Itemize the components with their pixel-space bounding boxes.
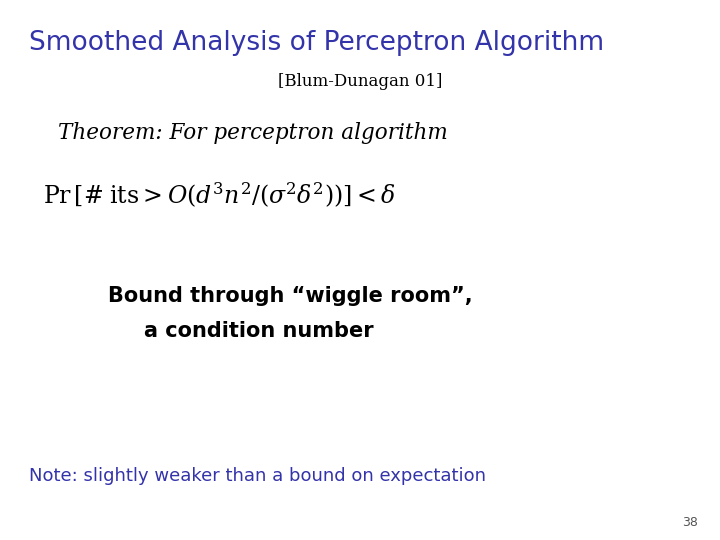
Text: 38: 38 [683, 516, 698, 529]
Text: Note: slightly weaker than a bound on expectation: Note: slightly weaker than a bound on ex… [29, 467, 486, 485]
Text: Bound through “wiggle room”,: Bound through “wiggle room”, [108, 286, 472, 306]
Text: $\mathrm{Pr}\,[\#\;\mathrm{its} > O(d^3n^2/(\sigma^2\delta^2))] < \delta$: $\mathrm{Pr}\,[\#\;\mathrm{its} > O(d^3n… [43, 181, 396, 210]
Text: a condition number: a condition number [144, 321, 374, 341]
Text: Theorem: For perceptron algorithm: Theorem: For perceptron algorithm [58, 122, 447, 144]
Text: [Blum-Dunagan 01]: [Blum-Dunagan 01] [278, 73, 442, 90]
Text: Smoothed Analysis of Perceptron Algorithm: Smoothed Analysis of Perceptron Algorith… [29, 30, 604, 56]
